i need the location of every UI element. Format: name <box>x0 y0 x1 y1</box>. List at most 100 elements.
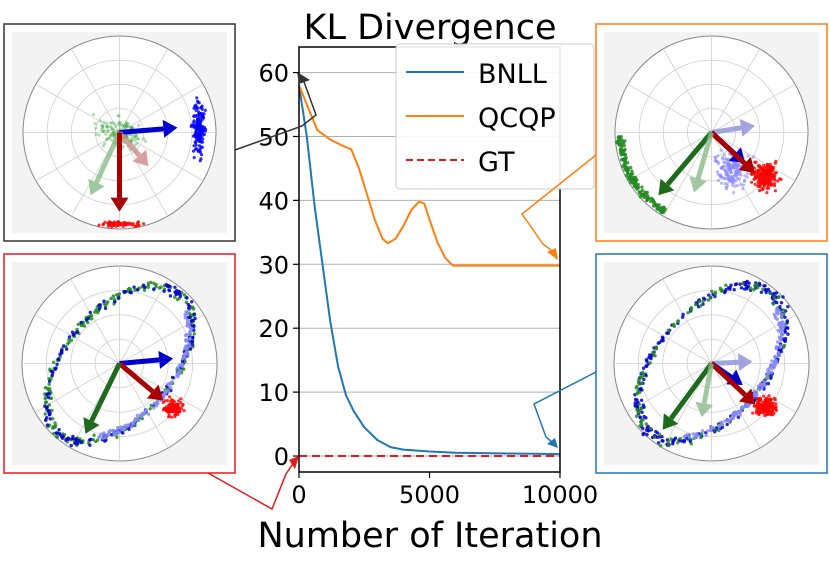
sample-point <box>783 336 788 341</box>
x-axis-label: Number of Iteration <box>257 516 602 556</box>
sample-point <box>109 125 113 129</box>
sphere-meridian <box>119 278 169 364</box>
sample-point <box>762 394 766 398</box>
axis-arrow-shaft <box>94 131 122 184</box>
sample-point <box>197 101 201 105</box>
sample-point <box>704 433 708 437</box>
sample-point <box>175 297 180 302</box>
sample-point <box>773 398 777 402</box>
sample-point <box>117 120 121 125</box>
sample-point <box>92 433 96 437</box>
sphere-meridian <box>711 278 761 364</box>
axis-arrow-shaft <box>709 130 747 166</box>
sample-point <box>685 433 689 437</box>
sample-point <box>774 408 779 412</box>
sample-point <box>656 206 661 210</box>
sample-point <box>649 196 654 201</box>
sample-point <box>177 290 181 294</box>
sample-point <box>734 173 738 177</box>
sample-point <box>162 392 166 396</box>
axis-arrow-head <box>738 353 753 372</box>
sample-point <box>783 330 787 334</box>
sample-point <box>680 315 685 319</box>
sample-point <box>732 288 736 292</box>
sample-point <box>717 428 721 433</box>
sample-point <box>752 287 756 292</box>
sample-point <box>169 398 174 402</box>
sample-point <box>47 379 52 383</box>
sample-point <box>631 178 635 183</box>
sample-point <box>774 402 778 406</box>
sample-point <box>661 336 665 340</box>
sample-point <box>768 291 772 295</box>
sample-point <box>196 117 200 121</box>
axis-arrow-shaft <box>665 130 714 187</box>
sample-point <box>97 307 102 311</box>
sample-point <box>134 133 138 137</box>
sample-point <box>167 284 172 288</box>
sample-point <box>713 159 717 163</box>
sample-point <box>183 333 188 338</box>
sample-point <box>761 287 765 292</box>
sample-point <box>44 418 48 422</box>
sample-point <box>136 288 140 292</box>
sample-point <box>124 122 128 126</box>
sample-point <box>786 305 790 309</box>
sample-point <box>699 304 703 308</box>
sample-point <box>710 289 714 294</box>
sample-point <box>46 395 51 400</box>
sample-point <box>737 177 742 181</box>
inset-sphere-bnll <box>595 253 828 474</box>
sample-point <box>743 287 747 291</box>
sample-point <box>634 414 639 418</box>
sample-point <box>143 139 147 143</box>
sample-point <box>639 407 644 411</box>
sample-point <box>169 386 173 390</box>
sample-point <box>777 353 781 358</box>
sample-point <box>98 119 103 123</box>
sample-point <box>194 143 198 147</box>
sample-point <box>623 167 627 172</box>
sample-point <box>117 296 121 300</box>
sample-point <box>742 405 747 409</box>
sphere-meridian <box>626 314 712 364</box>
axis-arrow-shaft <box>119 357 160 366</box>
sphere-meridian <box>119 83 204 133</box>
sample-point <box>200 113 205 117</box>
sphere-meridian <box>119 48 169 133</box>
sample-point <box>619 140 623 144</box>
sample-point <box>721 157 725 161</box>
sample-point <box>125 122 129 126</box>
sample-point <box>124 120 128 124</box>
sample-point <box>633 401 637 405</box>
sample-point <box>79 320 83 325</box>
sample-point <box>69 443 73 448</box>
sample-point <box>143 285 147 289</box>
sample-point <box>630 169 634 173</box>
sample-point <box>177 399 181 403</box>
sample-point <box>184 339 189 343</box>
sample-point <box>725 182 729 186</box>
axis-arrow-shaft <box>711 125 742 135</box>
sample-point <box>110 126 114 130</box>
sample-point <box>53 421 57 425</box>
sample-point <box>96 438 100 442</box>
sample-point <box>136 137 140 141</box>
sample-point <box>743 174 747 178</box>
axis-arrow-head <box>739 119 755 137</box>
sample-point <box>634 392 639 396</box>
sample-point <box>634 178 638 182</box>
sample-point <box>681 312 685 317</box>
sample-point <box>54 366 58 370</box>
sample-point <box>89 437 93 442</box>
sample-point <box>121 123 125 128</box>
sample-point <box>726 286 731 290</box>
sample-point <box>185 318 190 322</box>
sample-point <box>102 129 106 133</box>
sample-point <box>654 347 659 351</box>
sample-point <box>102 120 106 124</box>
sample-point <box>669 437 673 441</box>
sample-point <box>723 289 727 294</box>
axis-arrow-head <box>88 178 105 196</box>
sample-point <box>615 140 619 144</box>
